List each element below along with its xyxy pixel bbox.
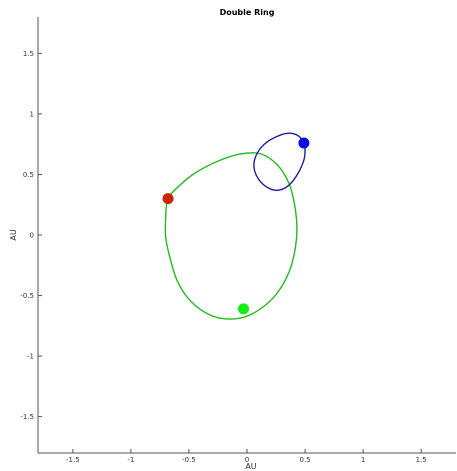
y-tick-label: -1	[27, 353, 34, 361]
x-tick-label: 0.5	[299, 456, 310, 464]
y-tick-label: -1.5	[20, 413, 34, 421]
blue-orbit-line	[253, 132, 306, 191]
x-tick-label: -1.5	[66, 456, 80, 464]
tick-group: -1.5 -1 -0.5 0 0.5 1 1.5 -1.5 -1 -0.5 0 0.5 1 1.5	[20, 50, 426, 464]
green-body-marker	[238, 303, 250, 315]
x-tick-label: 1.5	[416, 456, 427, 464]
y-tick-label: -0.5	[20, 292, 34, 300]
y-tick-label: 1	[30, 110, 34, 118]
y-tick-label: 0.5	[23, 171, 34, 179]
green-orbit-line	[164, 152, 298, 320]
series-layer	[164, 132, 306, 320]
x-tick-label: -0.5	[182, 456, 196, 464]
x-tick-label: 0	[245, 456, 249, 464]
x-axis-label: AU	[245, 462, 256, 471]
y-tick-label: 0	[30, 232, 34, 240]
red-body-marker	[162, 193, 174, 205]
y-tick-label: 1.5	[23, 50, 34, 58]
marker-layer	[162, 137, 310, 315]
y-axis-label: AU	[9, 229, 18, 240]
chart-title: Double Ring	[220, 8, 275, 17]
x-tick-label: 1	[361, 456, 365, 464]
x-tick-label: -1	[127, 456, 134, 464]
blue-body-marker	[298, 137, 310, 149]
